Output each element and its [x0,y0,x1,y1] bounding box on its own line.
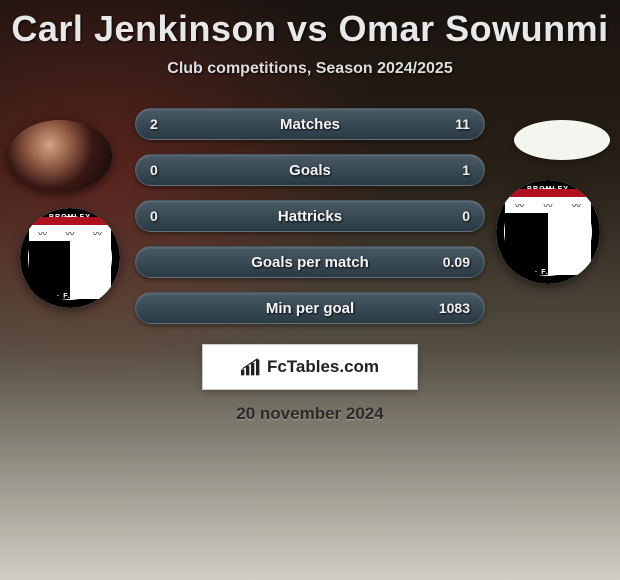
badge-left-text-bottom: · F.C · [20,293,120,300]
stat-right-value: 0.09 [443,254,470,270]
stat-row: Goals per match 0.09 [135,246,485,278]
stat-right-value: 1 [462,162,470,178]
badge-right-text-bottom: · F.C · [496,269,600,276]
stat-row: 0 Hattricks 0 [135,200,485,232]
stat-right-value: 11 [455,116,470,132]
club-badge-left: BROMLEY 〰〰〰 · F.C · [20,208,120,308]
stat-left-value: 2 [150,116,158,132]
stat-right-value: 0 [462,208,470,224]
page-title: Carl Jenkinson vs Omar Sowunmi [0,8,620,50]
logo-text: FcTables.com [267,357,379,377]
date-label: 20 november 2024 [0,404,620,424]
stat-label: Goals per match [136,254,484,271]
stat-label: Matches [136,116,484,133]
subtitle: Club competitions, Season 2024/2025 [0,60,620,78]
stat-left-value: 0 [150,208,158,224]
stat-right-value: 1083 [439,300,470,316]
stat-left-value: 0 [150,162,158,178]
player-photo-left [8,120,112,192]
stat-label: Min per goal [136,300,484,317]
chart-icon [241,358,261,376]
player-photo-right [514,120,610,160]
stat-row: 0 Goals 1 [135,154,485,186]
stat-row: 2 Matches 11 [135,108,485,140]
logo-box: FcTables.com [202,344,418,390]
stat-row: Min per goal 1083 [135,292,485,324]
club-badge-right: BROMLEY 〰〰〰 · F.C · [496,180,600,284]
stats-container: 2 Matches 11 0 Goals 1 0 Hattricks 0 Goa… [135,108,485,324]
stat-label: Hattricks [136,208,484,225]
stat-label: Goals [136,162,484,179]
